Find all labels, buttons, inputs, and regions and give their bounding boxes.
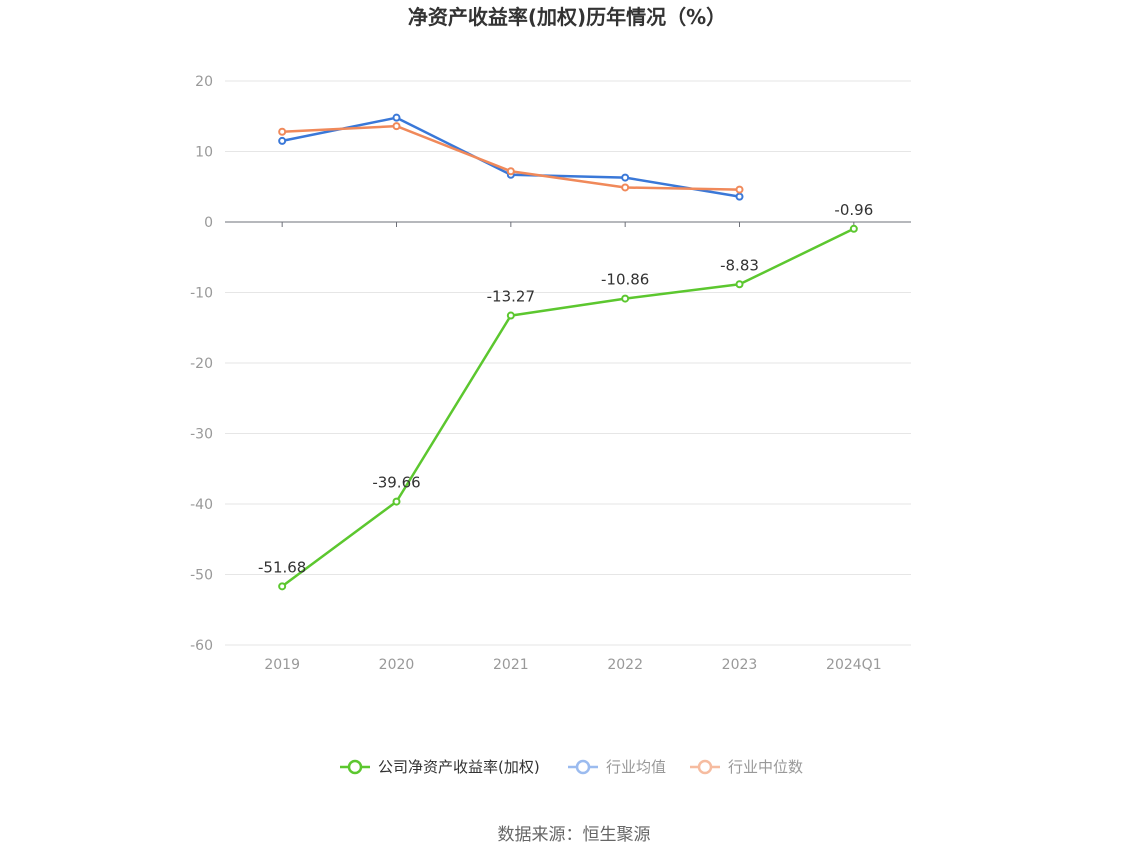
data-point[interactable] — [621, 173, 630, 182]
y-tick-label: -10 — [190, 286, 213, 302]
x-tick-label: 2020 — [379, 657, 415, 673]
data-point[interactable] — [506, 311, 515, 320]
data-point[interactable] — [735, 185, 744, 194]
data-source: 数据来源：恒生聚源 — [498, 825, 651, 845]
x-tick-label: 2022 — [607, 657, 643, 673]
data-label: -10.86 — [601, 271, 649, 289]
legend-label: 行业均值 — [606, 758, 666, 776]
y-tick-label: -20 — [190, 356, 213, 372]
data-point[interactable] — [392, 497, 401, 506]
data-point[interactable] — [278, 127, 287, 136]
legend-item-0[interactable]: 公司净资产收益率(加权) — [340, 758, 540, 776]
y-tick-label: 10 — [195, 145, 213, 161]
data-point[interactable] — [278, 582, 287, 591]
data-label: -13.27 — [487, 288, 535, 306]
data-label: -8.83 — [720, 256, 759, 274]
legend[interactable]: 公司净资产收益率(加权) 行业均值 行业中位数 — [340, 758, 803, 776]
x-axis: 2019 2020 2021 2022 2023 2024Q1 — [225, 221, 911, 673]
legend-circle-icon — [575, 759, 591, 775]
x-tick-label: 2019 — [264, 657, 300, 673]
series-line-2 — [282, 124, 740, 191]
data-point[interactable] — [392, 122, 401, 131]
data-label: -0.96 — [834, 201, 873, 219]
data-point[interactable] — [506, 167, 515, 176]
grid-lines — [225, 80, 911, 646]
legend-label: 行业中位数 — [728, 758, 803, 776]
legend-item-1[interactable]: 行业均值 — [568, 758, 666, 776]
y-axis-ticks: 20 10 0 -10 -20 -30 -40 -50 -60 — [190, 74, 213, 654]
data-point[interactable] — [735, 280, 744, 289]
legend-circle-icon — [697, 759, 713, 775]
data-label: -51.68 — [258, 558, 306, 576]
y-tick-label: 20 — [195, 74, 213, 90]
y-tick-label: 0 — [204, 215, 213, 231]
x-tick-label: 2021 — [493, 657, 529, 673]
y-tick-label: -60 — [190, 638, 213, 654]
data-point[interactable] — [278, 136, 287, 145]
legend-label: 公司净资产收益率(加权) — [378, 758, 540, 776]
data-point[interactable] — [392, 113, 401, 122]
data-labels: -51.68 -39.66 -13.27 -10.86 -8.83 -0.96 — [258, 201, 873, 577]
data-point[interactable] — [735, 192, 744, 201]
data-point[interactable] — [621, 183, 630, 192]
data-point[interactable] — [849, 224, 858, 233]
x-tick-label: 2023 — [722, 657, 758, 673]
data-point[interactable] — [621, 294, 630, 303]
chart-title: 净资产收益率(加权)历年情况（%） — [408, 5, 726, 29]
series-lines — [278, 113, 858, 591]
y-tick-label: -40 — [190, 497, 213, 513]
x-tick-label: 2024Q1 — [826, 657, 882, 673]
legend-circle-icon — [347, 759, 363, 775]
legend-item-2[interactable]: 行业中位数 — [690, 758, 803, 776]
y-tick-label: -30 — [190, 427, 213, 443]
y-tick-label: -50 — [190, 568, 213, 584]
data-label: -39.66 — [372, 474, 420, 492]
series-line-0 — [281, 227, 855, 588]
